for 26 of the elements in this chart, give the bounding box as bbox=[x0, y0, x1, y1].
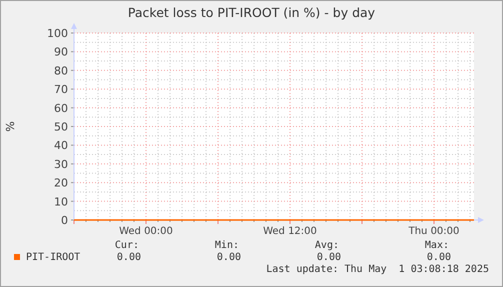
y-tick-label: 50 bbox=[54, 120, 68, 134]
y-tick-label: 30 bbox=[54, 158, 68, 171]
text: 0.00 bbox=[216, 252, 241, 263]
legend-label: PIT-IROOT bbox=[26, 252, 80, 263]
y-tick-label: 40 bbox=[54, 139, 68, 152]
y-tick-label: 70 bbox=[54, 83, 68, 96]
chart-title: Packet loss to PIT-IROOT (in %) - by day bbox=[128, 5, 376, 20]
y-tick-label: 60 bbox=[54, 102, 68, 115]
text: Cur: bbox=[114, 240, 139, 251]
text: Avg: bbox=[314, 240, 339, 251]
x-tick-label: Wed 00:00 bbox=[119, 226, 173, 237]
y-tick-label: 10 bbox=[54, 195, 68, 208]
x-tick-label: Thu 00:00 bbox=[408, 226, 460, 237]
y-axis-title: % bbox=[4, 121, 17, 132]
text: Max: bbox=[424, 240, 449, 251]
y-tick-label: 0 bbox=[61, 214, 68, 227]
y-tick-label: 20 bbox=[54, 176, 68, 190]
text: 0.00 bbox=[426, 252, 451, 263]
y-tick-label: 90 bbox=[54, 46, 68, 59]
text: Last update: Thu May 1 03:08:18 2025 bbox=[266, 264, 489, 275]
y-tick-label: 80 bbox=[54, 64, 68, 78]
text: 0.00 bbox=[316, 252, 341, 263]
x-tick-label: Wed 12:00 bbox=[263, 226, 317, 237]
text: Min: bbox=[214, 240, 239, 251]
y-tick-label: 100 bbox=[47, 27, 68, 40]
text: 0.00 bbox=[116, 252, 141, 263]
